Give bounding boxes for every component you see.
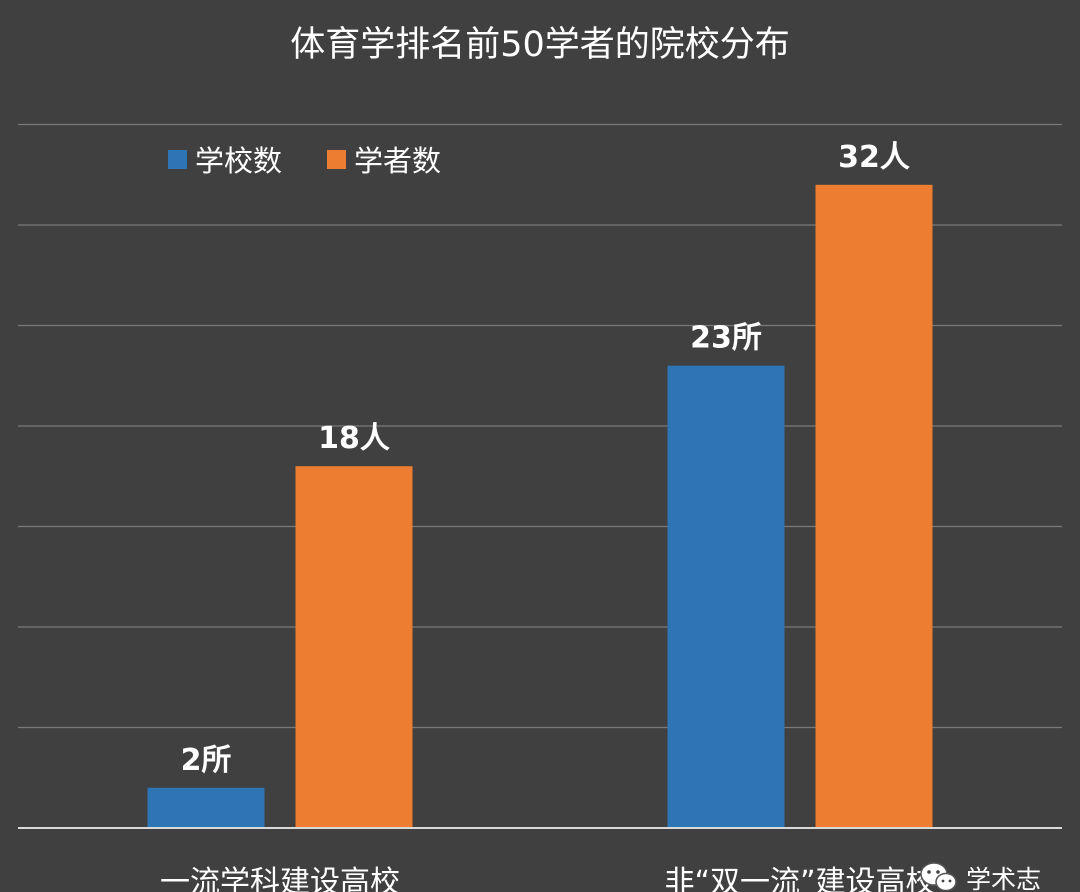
watermark: 学术志 [920, 862, 1041, 892]
legend: 学校数 学者数 [168, 144, 441, 178]
legend-swatch-scholar [327, 150, 346, 169]
legend-label-scholar: 学者数 [354, 144, 441, 178]
data-labels: 2所 18人 23所 32人 [181, 140, 910, 778]
data-label-school-count-1: 2所 [181, 743, 232, 778]
category-label-non-double-first-class: 非“双一流”建设高校 [664, 865, 935, 892]
category-label-first-class: 一流学科建设高校 [160, 865, 400, 892]
data-label-school-count-2: 23所 [690, 321, 762, 356]
chart-title: 体育学排名前50学者的院校分布 [290, 25, 790, 65]
bar-school-count-2 [667, 365, 785, 828]
bar-scholar-count-1 [295, 466, 413, 828]
wechat-icon [920, 862, 957, 892]
bar-school-count-1 [147, 787, 265, 828]
bar-scholar-count-2 [815, 184, 933, 829]
legend-label-school: 学校数 [195, 144, 282, 178]
bars [147, 184, 933, 829]
watermark-text: 学术志 [966, 865, 1041, 892]
gridlines [18, 123, 1062, 729]
data-label-scholar-count-1: 18人 [318, 421, 390, 456]
legend-swatch-school [168, 150, 187, 169]
data-label-scholar-count-2: 32人 [838, 140, 910, 175]
